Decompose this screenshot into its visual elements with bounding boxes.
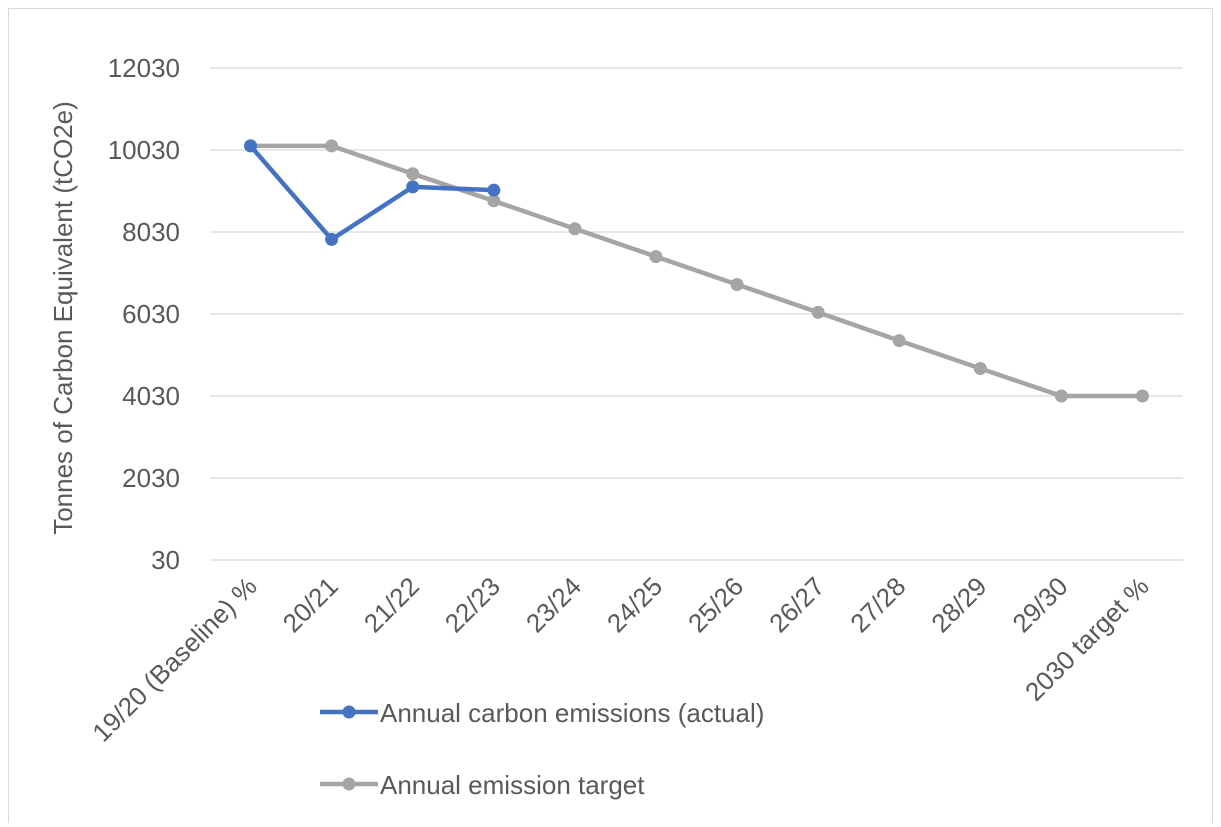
legend-item: Annual carbon emissions (actual) [320,698,764,728]
data-point [1135,389,1149,403]
series-line [248,143,497,242]
y-tick-label: 6030 [122,299,180,329]
data-point [406,167,420,181]
y-tick-label: 2030 [122,463,180,493]
series-actual [244,139,501,246]
y-tick-label: 10030 [108,135,180,165]
y-axis-label: Tonnes of Carbon Equivalent (tCO2e) [48,101,78,535]
data-point [1054,389,1068,403]
legend-label: Annual carbon emissions (actual) [380,698,764,728]
data-point [973,362,987,376]
legend-item: Annual emission target [320,770,645,800]
y-tick-label: 4030 [122,381,180,411]
x-tick-label: 19/20 (Baseline) % [86,571,263,748]
legend-swatch-marker [342,777,356,791]
data-point [325,232,339,246]
y-tick-label: 30 [151,545,180,575]
y-tick-label: 8030 [122,217,180,247]
series-target [244,139,1149,403]
x-tick-label: 26/27 [763,571,830,638]
series-lines [244,139,1149,403]
data-point [325,139,339,153]
data-point [487,194,501,208]
data-point [568,222,582,236]
data-point [649,250,663,264]
legend: Annual carbon emissions (actual) Annual e… [320,698,764,800]
x-tick-label: 21/22 [358,571,425,638]
y-axis-ticks: 30 2030 4030 6030 8030 10030 12030 [108,53,180,575]
gridlines [210,67,1183,561]
y-tick-label: 12030 [108,53,180,83]
legend-swatch-marker [342,705,356,719]
x-tick-label: 24/25 [601,571,668,638]
x-tick-label: 25/26 [682,571,749,638]
data-point [730,277,744,291]
x-tick-label: 20/21 [277,571,344,638]
x-tick-label: 22/23 [439,571,506,638]
x-tick-label: 28/29 [925,571,992,638]
x-tick-label: 27/28 [844,571,911,638]
data-point [406,180,420,194]
x-tick-label: 23/24 [520,571,587,638]
legend-label: Annual emission target [380,770,645,800]
data-point [244,139,258,153]
series-line [248,143,1145,399]
chart-frame [8,8,1213,823]
data-point [811,305,825,319]
data-point [892,334,906,348]
data-point [487,183,501,197]
x-tick-label: 29/30 [1006,571,1073,638]
